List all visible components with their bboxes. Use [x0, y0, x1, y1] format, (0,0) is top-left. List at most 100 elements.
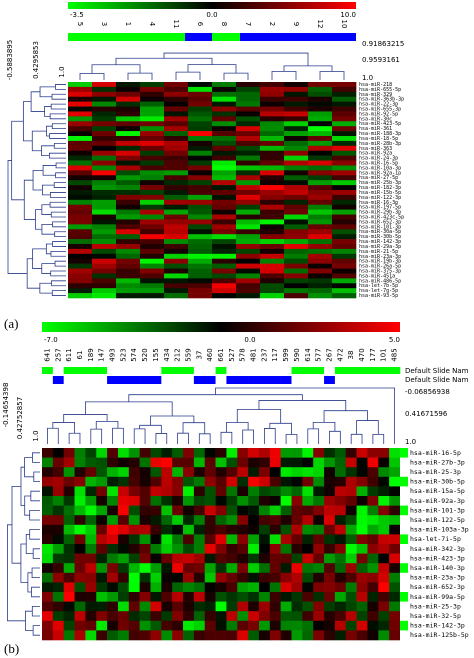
heatmap-cell	[68, 121, 93, 127]
heatmap-cell	[237, 620, 249, 631]
heatmap-cell	[164, 82, 189, 88]
heatmap-cell	[258, 544, 271, 554]
heatmap-cell	[68, 131, 93, 137]
heatmap-cell	[308, 160, 333, 166]
heatmap-cell	[188, 283, 213, 289]
heatmap-cell	[258, 496, 271, 506]
heatmap-cell	[260, 131, 285, 137]
heatmap-cell	[284, 273, 309, 279]
heatmap-cell	[96, 515, 108, 526]
column-label: 641	[43, 348, 51, 361]
heatmap-cell	[313, 515, 325, 526]
column-label: 493	[109, 348, 117, 361]
group-bar	[68, 33, 185, 41]
heatmap-cell	[140, 101, 165, 107]
heatmap-cell	[260, 126, 285, 132]
column-label: 1	[124, 22, 132, 26]
heatmap-cell	[258, 448, 271, 458]
heatmap-cell	[164, 253, 189, 260]
heatmap-cell	[324, 496, 336, 506]
group-bar	[291, 367, 303, 374]
heatmap-cell	[226, 448, 238, 458]
heatmap-cell	[212, 91, 237, 98]
heatmap-cell	[324, 524, 336, 535]
heatmap-cell	[164, 91, 189, 98]
heatmap-cell	[172, 486, 184, 497]
heatmap-cell	[183, 476, 195, 487]
dendrogram	[31, 130, 47, 152]
dendrogram	[52, 422, 75, 434]
heatmap-cell	[284, 96, 309, 102]
group-bar	[280, 367, 292, 374]
heatmap-cell	[226, 544, 238, 554]
heatmap-cell	[334, 582, 347, 593]
column-label: 38	[347, 351, 355, 360]
heatmap-cell	[183, 534, 195, 545]
heatmap-cell	[116, 253, 141, 260]
heatmap-cell	[188, 101, 213, 107]
heatmap-cell	[116, 214, 141, 220]
heatmap-cell	[260, 199, 285, 206]
heatmap-cell	[215, 534, 227, 545]
heatmap-cell	[260, 101, 285, 107]
heatmap-cell	[308, 283, 333, 289]
group-bar	[345, 367, 357, 374]
heatmap-cell	[226, 630, 238, 641]
heatmap-cell	[236, 116, 261, 122]
heatmap-cell	[172, 572, 184, 583]
column-label: 460	[206, 348, 214, 361]
heatmap-cell	[313, 620, 325, 631]
group-bar	[117, 376, 130, 384]
column-label: 155	[152, 348, 160, 361]
heatmap-cell	[237, 630, 249, 641]
heatmap-cell	[96, 611, 108, 622]
row-marker	[400, 582, 408, 593]
heatmap-cell	[128, 572, 140, 583]
heatmap-cell	[236, 253, 261, 260]
heatmap-cell	[128, 476, 140, 487]
heatmap-cell	[68, 283, 93, 289]
heatmap-cell	[85, 553, 97, 564]
heatmap-cell	[284, 219, 309, 225]
dendrogram	[182, 422, 206, 434]
heatmap-cell	[74, 524, 86, 535]
heatmap-cell	[284, 263, 309, 269]
heatmap-cell	[345, 601, 357, 612]
heatmap-cell	[313, 563, 325, 574]
heatmap-cell	[280, 601, 292, 612]
heatmap-cell	[107, 448, 119, 458]
dendrogram	[31, 586, 40, 598]
heatmap-cell	[140, 199, 165, 206]
row-label: hsa-miR-15b-5p	[359, 190, 401, 196]
heatmap-cell	[140, 111, 165, 117]
heatmap-cell	[172, 620, 184, 631]
heatmap-cell	[284, 145, 309, 152]
heatmap-cell	[215, 476, 227, 487]
heatmap-cell	[68, 165, 93, 171]
heatmap-cell	[334, 620, 347, 631]
heatmap-cell	[215, 620, 227, 631]
column-label: 4	[148, 22, 156, 27]
heatmap-cell	[212, 131, 237, 137]
heatmap-cell	[92, 86, 117, 93]
tree-label: -0.06856938	[405, 388, 450, 396]
heatmap-cell	[116, 96, 141, 102]
heatmap-cell	[63, 524, 75, 535]
heatmap-cell	[96, 467, 108, 478]
heatmap-cell	[42, 467, 54, 478]
heatmap-cell	[92, 258, 117, 264]
heatmap-cell	[284, 101, 309, 107]
heatmap-cell	[92, 204, 117, 210]
heatmap-cell	[313, 496, 325, 506]
group-bar	[269, 367, 281, 374]
heatmap-cell	[212, 175, 237, 181]
heatmap-cell	[258, 457, 271, 468]
heatmap-cell	[313, 592, 325, 602]
heatmap-cell	[107, 534, 119, 545]
heatmap-cell	[188, 165, 213, 171]
heatmap-cell	[378, 620, 390, 631]
heatmap-cell	[92, 219, 117, 225]
dendrogram	[285, 434, 298, 444]
group-bar	[117, 367, 130, 374]
heatmap-cell	[68, 160, 93, 166]
